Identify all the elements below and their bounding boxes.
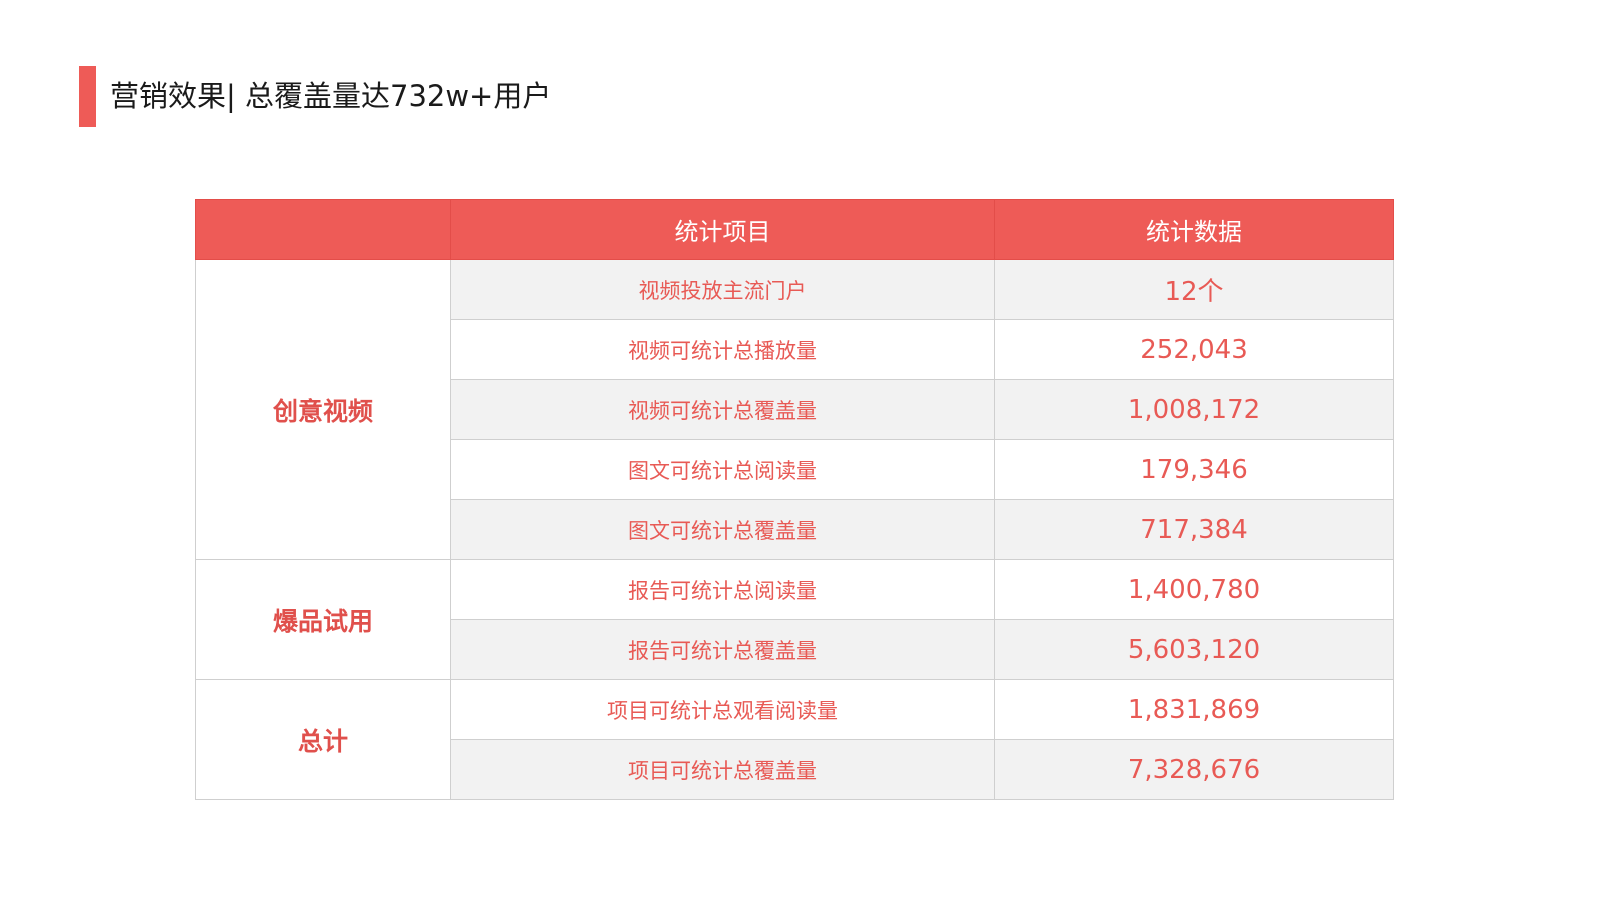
table-row: 总计 项目可统计总观看阅读量 1,831,869 xyxy=(195,679,1394,800)
row-value: 7,328,676 xyxy=(994,739,1394,800)
group-label: 总计 xyxy=(195,679,451,800)
row-value: 1,008,172 xyxy=(994,379,1394,440)
title-accent-bar xyxy=(79,66,96,127)
row-item: 图文可统计总覆盖量 xyxy=(450,499,995,560)
row-item: 报告可统计总覆盖量 xyxy=(450,619,995,680)
table-row: 创意视频 视频投放主流门户 12个 xyxy=(195,259,1394,560)
row-item: 项目可统计总覆盖量 xyxy=(450,739,995,800)
row-value: 12个 xyxy=(994,259,1394,320)
header-value: 统计数据 xyxy=(994,199,1394,260)
row-item: 视频可统计总播放量 xyxy=(450,319,995,380)
table-row: 报告可统计总覆盖量 5,603,120 xyxy=(196,619,1394,680)
stats-table: 统计项目 统计数据 创意视频 视频投放主流门户 12个 视频可统计总播放量 25… xyxy=(195,199,1394,800)
row-item: 项目可统计总观看阅读量 xyxy=(450,679,995,740)
row-item: 图文可统计总阅读量 xyxy=(450,439,995,500)
header-item: 统计项目 xyxy=(450,199,995,260)
table-row: 图文可统计总阅读量 179,346 xyxy=(196,439,1394,500)
row-value: 252,043 xyxy=(994,319,1394,380)
group-label: 爆品试用 xyxy=(195,559,451,680)
table-row: 视频可统计总播放量 252,043 xyxy=(196,319,1394,380)
table-row: 爆品试用 报告可统计总阅读量 1,400,780 xyxy=(195,559,1394,680)
row-value: 5,603,120 xyxy=(994,619,1394,680)
row-item: 报告可统计总阅读量 xyxy=(450,559,995,620)
row-value: 1,831,869 xyxy=(994,679,1394,740)
table-row: 图文可统计总覆盖量 717,384 xyxy=(196,499,1394,560)
row-value: 179,346 xyxy=(994,439,1394,500)
table-header-row: 统计项目 统计数据 xyxy=(195,199,1394,260)
group-label: 创意视频 xyxy=(195,259,451,560)
row-value: 717,384 xyxy=(994,499,1394,560)
row-item: 视频可统计总覆盖量 xyxy=(450,379,995,440)
page-title: 营销效果| 总覆盖量达732w+用户 xyxy=(110,79,552,113)
header-group xyxy=(195,199,451,260)
row-value: 1,400,780 xyxy=(994,559,1394,620)
table-row: 项目可统计总覆盖量 7,328,676 xyxy=(196,739,1394,800)
row-item: 视频投放主流门户 xyxy=(450,259,995,320)
